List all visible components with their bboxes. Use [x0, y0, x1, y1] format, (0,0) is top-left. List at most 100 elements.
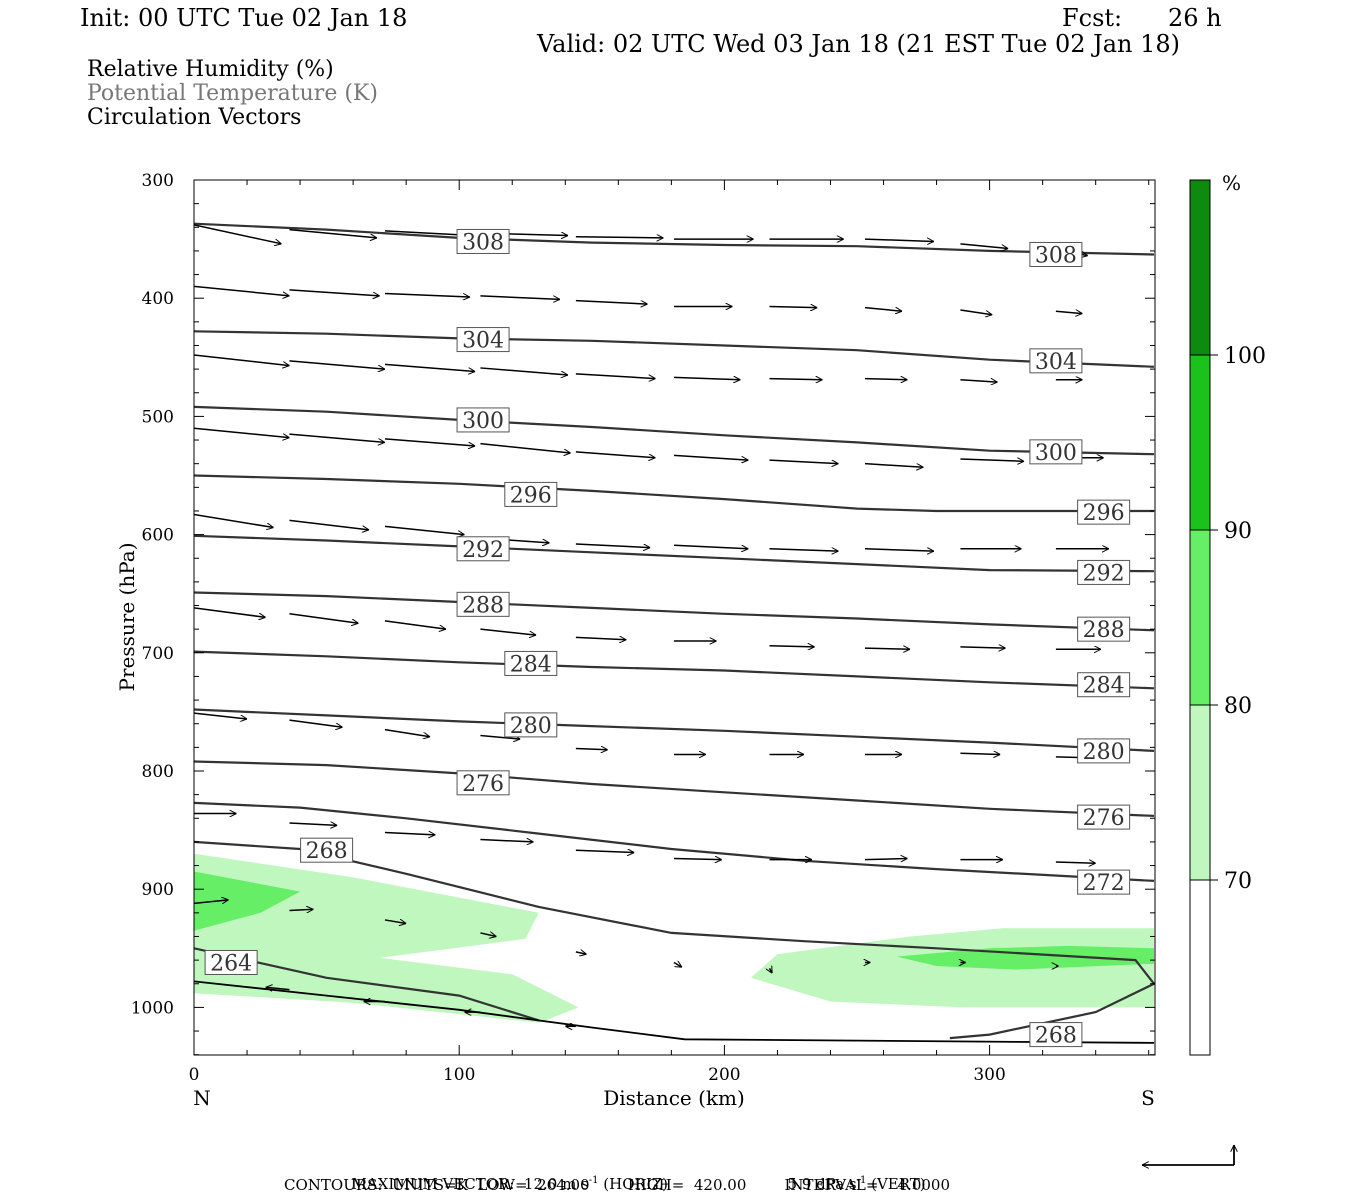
circulation-vector: [1055, 311, 1083, 313]
circulation-vector: [575, 850, 634, 852]
contour-label-304: 304: [1035, 350, 1077, 375]
terrain-line: [194, 980, 1155, 1044]
circulation-vector: [480, 628, 536, 635]
theta-contour-292: [194, 534, 1155, 573]
circulation-vector: [864, 462, 923, 468]
contour-label-268: 268: [1035, 1024, 1077, 1049]
circulation-vector: [384, 292, 470, 297]
circulation-vector: [769, 646, 814, 647]
theta-contour-284: [194, 650, 1155, 690]
contour-label-box: [1077, 869, 1131, 895]
circulation-vector: [480, 933, 496, 937]
circulation-vector: [480, 734, 520, 740]
contour-label-box: [1077, 738, 1131, 764]
x-tick-label: 200: [708, 1065, 740, 1085]
y-tick-label: 800: [142, 762, 174, 782]
contour-label-292: 292: [1083, 561, 1125, 586]
circulation-vector: [769, 459, 838, 464]
contour-label-280: 280: [1083, 740, 1125, 765]
circulation-vector: [384, 525, 465, 534]
legend-theta: Potential Temperature (K): [87, 81, 378, 106]
footer-contours: CONTOURS: UNITS=K LOW= 264.00 HIGH= 420.…: [284, 1176, 950, 1194]
contour-label-288: 288: [1083, 618, 1125, 643]
contour-label-280: 280: [510, 714, 552, 739]
contour-label-268: 268: [306, 839, 348, 864]
contour-label-box: [456, 536, 510, 562]
contour-label-284: 284: [510, 652, 552, 677]
y-tick-label: 400: [142, 289, 174, 309]
circulation-vector: [960, 647, 1005, 648]
circulation-vector: [289, 289, 379, 296]
circulation-vector: [289, 360, 384, 369]
theta-contour-288: [194, 591, 1155, 632]
contour-label-308: 308: [462, 230, 504, 255]
contour-label-box: [300, 837, 354, 863]
contour-label-272: 272: [1083, 871, 1125, 896]
legend-rh: Relative Humidity (%): [87, 57, 334, 82]
circulation-vector: [194, 427, 289, 437]
contour-label-288: 288: [462, 593, 504, 618]
south-label: S: [1141, 1086, 1155, 1110]
colorbar-level-label: 70: [1224, 869, 1252, 894]
circulation-vector: [1055, 862, 1096, 863]
reference-vector-icon: [1142, 1145, 1234, 1165]
circulation-vector: [575, 373, 656, 379]
circulation-vector: [384, 832, 435, 834]
circulation-vector: [575, 749, 608, 750]
contour-label-box: [1077, 499, 1131, 525]
init-time: Init: 00 UTC Tue 02 Jan 18: [80, 4, 408, 32]
colorbar-segment: [1190, 880, 1210, 1055]
circulation-vector: [289, 823, 337, 825]
contour-label-box: [1029, 439, 1083, 465]
contour-label-296: 296: [510, 483, 552, 508]
theta-contour-268: [194, 840, 1155, 1040]
circulation-vector: [960, 309, 992, 315]
circulation-vector: [575, 543, 650, 548]
theta-contour-308: [194, 222, 1155, 256]
contour-label-box: [456, 770, 510, 796]
contour-label-box: [1077, 616, 1131, 642]
contour-label-box: [204, 949, 258, 975]
y-tick-label: 1000: [131, 998, 174, 1018]
colorbar-level-label: 90: [1224, 519, 1252, 544]
circulation-vector: [480, 442, 570, 453]
colorbar-level-label: 100: [1224, 344, 1266, 369]
contour-label-box: [456, 591, 510, 617]
footer-max-vector: MAXIMUM VECTOR: 12.0 m s-1 (HORIZ): [342, 1157, 668, 1193]
circulation-vector: [289, 228, 377, 238]
circulation-vector: [575, 451, 656, 458]
footer-vert: 5.9 dPa s-1 (VERT): [778, 1157, 926, 1193]
forecast-hour: 26 h: [1168, 4, 1222, 32]
legend-vectors: Circulation Vectors: [87, 105, 302, 130]
theta-contour-280: [194, 708, 1155, 752]
circulation-vector: [769, 306, 817, 307]
colorbar-segment: [1190, 530, 1210, 705]
circulation-vector: [194, 513, 274, 528]
x-tick-label: 100: [443, 1065, 475, 1085]
circulation-vector: [769, 379, 822, 380]
circulation-vector: [864, 239, 934, 241]
circulation-vector: [384, 728, 430, 737]
circulation-vector: [864, 306, 902, 312]
contour-label-box: [1077, 559, 1131, 585]
circulation-vector: [864, 549, 934, 551]
circulation-vector: [194, 354, 289, 366]
theta-contour-272: [194, 801, 1155, 882]
circulation-vector: [864, 858, 907, 859]
circulation-vector: [673, 454, 748, 460]
circulation-vector: [289, 519, 369, 529]
contour-label-box: [504, 712, 558, 738]
circulation-vector: [194, 607, 266, 617]
contour-label-box: [456, 407, 510, 433]
circulation-vector: [384, 620, 446, 629]
circulation-vector: [194, 712, 247, 719]
theta-contour-296: [194, 474, 1154, 513]
y-tick-label: 300: [142, 171, 174, 191]
circulation-vector: [673, 962, 682, 968]
contour-label-292: 292: [462, 538, 504, 563]
footer-horiz: MAXIMUM VECTOR: 12.0 m s: [351, 1175, 589, 1193]
contour-label-box: [1077, 672, 1131, 698]
colorbar-level-label: 80: [1224, 694, 1252, 719]
y-tick-label: 900: [142, 880, 174, 900]
circulation-vector: [960, 243, 1008, 249]
